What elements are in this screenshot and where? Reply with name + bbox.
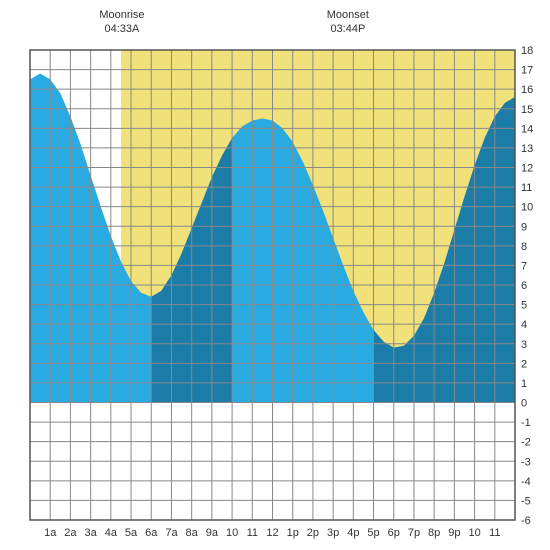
x-tick-label: 8a [186, 527, 199, 539]
y-tick-label: 1 [521, 378, 527, 390]
y-tick-label: 0 [521, 398, 527, 410]
x-tick-label: 2a [64, 527, 77, 539]
x-tick-label: 9a [206, 527, 219, 539]
y-tick-label: 17 [521, 65, 533, 77]
tide-chart: -6-5-4-3-2-10123456789101112131415161718… [0, 0, 550, 550]
x-tick-label: 3a [85, 527, 98, 539]
y-tick-label: -6 [521, 515, 531, 527]
x-tick-label: 4p [347, 527, 359, 539]
y-tick-label: 2 [521, 358, 527, 370]
moon-rise-label: Moonrise [99, 9, 144, 21]
chart-svg: -6-5-4-3-2-10123456789101112131415161718… [0, 0, 550, 550]
y-tick-label: 12 [521, 163, 533, 175]
y-tick-label: 13 [521, 143, 533, 155]
x-tick-label: 7p [408, 527, 420, 539]
y-tick-label: 9 [521, 221, 527, 233]
y-tick-label: -5 [521, 495, 531, 507]
y-tick-label: 6 [521, 280, 527, 292]
y-tick-label: 11 [521, 182, 532, 194]
y-tick-label: 3 [521, 339, 527, 351]
y-tick-label: -3 [521, 456, 531, 468]
x-tick-label: 7a [165, 527, 178, 539]
x-tick-label: 9p [448, 527, 460, 539]
moon-rise-time: 04:33A [105, 23, 141, 35]
y-tick-label: -2 [521, 437, 531, 449]
x-tick-label: 8p [428, 527, 440, 539]
x-tick-label: 10 [468, 527, 480, 539]
x-tick-label: 1a [44, 527, 57, 539]
x-tick-label: 3p [327, 527, 339, 539]
x-tick-label: 2p [307, 527, 319, 539]
x-tick-label: 12 [266, 527, 278, 539]
x-tick-label: 11 [489, 527, 500, 539]
y-tick-label: 5 [521, 300, 527, 312]
y-tick-label: 18 [521, 45, 533, 57]
x-tick-label: 11 [247, 527, 258, 539]
x-tick-label: 1p [287, 527, 299, 539]
y-tick-label: -1 [521, 417, 531, 429]
moon-set-time: 03:44P [330, 23, 365, 35]
y-tick-label: 8 [521, 241, 527, 253]
x-tick-label: 6a [145, 527, 158, 539]
y-tick-label: 14 [521, 123, 533, 135]
y-tick-label: 15 [521, 104, 533, 116]
x-tick-label: 5a [125, 527, 138, 539]
x-tick-label: 10 [226, 527, 238, 539]
y-tick-label: 7 [521, 260, 527, 272]
y-tick-label: 4 [521, 319, 527, 331]
x-tick-label: 6p [388, 527, 400, 539]
x-tick-label: 4a [105, 527, 118, 539]
x-tick-label: 5p [367, 527, 379, 539]
y-tick-label: 10 [521, 202, 533, 214]
y-tick-label: -4 [521, 476, 531, 488]
moon-set-label: Moonset [327, 9, 369, 21]
y-tick-label: 16 [521, 84, 533, 96]
